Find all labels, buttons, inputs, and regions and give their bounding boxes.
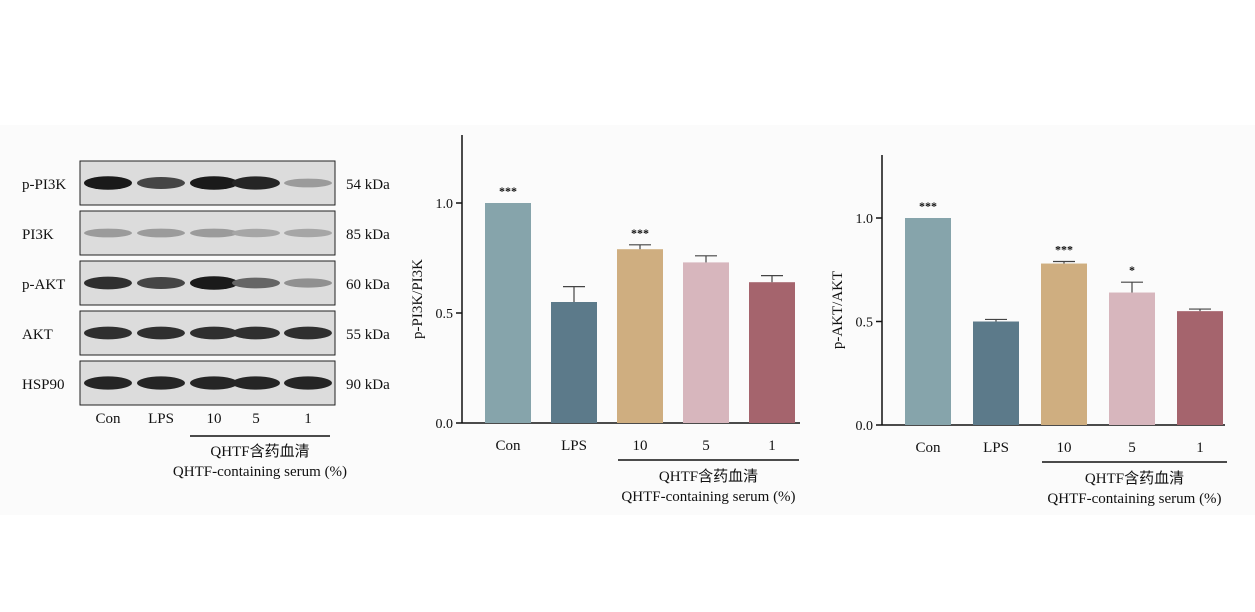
y-tick-label: 1.0 (436, 197, 454, 212)
chart-1: 0.0 0.5 1.0 p-PI3K/PI3K *** Con LPS *** 10 5 1 QHTF… (410, 135, 800, 505)
blot-band (232, 176, 280, 190)
blot-lane-label: 1 (304, 411, 312, 427)
blot-kda-label: 90 kDa (346, 377, 390, 393)
figure-panel: p-PI3K 54 kDa PI3K 85 kDa p-AKT 60 kDa AKT 55 k… (0, 125, 1255, 515)
y-tick-label: 0.0 (856, 419, 874, 434)
y-tick-label: 0.5 (436, 307, 454, 322)
blot-band (284, 326, 332, 340)
blot-kda-label: 54 kDa (346, 177, 390, 193)
bar (683, 262, 729, 423)
x-tick-label: Con (915, 440, 941, 456)
x-tick-label: Con (495, 438, 521, 454)
blot-band (232, 228, 280, 238)
blot-kda-label: 60 kDa (346, 277, 390, 293)
x-tick-label: LPS (561, 438, 587, 454)
blot-row-label: PI3K (22, 227, 54, 243)
bar (1109, 292, 1155, 425)
chart-2: 0.0 0.5 1.0 p-AKT/AKT *** Con LPS *** 10 * 5 1 QHTF含… (830, 155, 1227, 507)
blot-band (137, 228, 185, 238)
blot-group-label-en: QHTF-containing serum (%) (173, 464, 347, 480)
bar (617, 249, 663, 423)
blot-band (84, 228, 132, 238)
bar (1177, 311, 1223, 425)
blot-group-label-cn: QHTF含药血清 (210, 443, 309, 460)
group-label-en: QHTF-containing serum (%) (1047, 491, 1221, 507)
x-tick-label: 5 (702, 438, 710, 454)
blot-band (284, 376, 332, 390)
blot-band (137, 376, 185, 390)
blot-band (84, 376, 132, 390)
x-tick-label: 1 (1196, 440, 1204, 456)
blot-band (84, 176, 132, 190)
blot-band (190, 376, 238, 390)
figure-svg: p-PI3K 54 kDa PI3K 85 kDa p-AKT 60 kDa AKT 55 k… (22, 135, 1227, 507)
blot-band (190, 326, 238, 340)
blot-band (232, 376, 280, 390)
significance-label: *** (499, 184, 517, 198)
blot-row-label: p-PI3K (22, 177, 66, 193)
blot-band (137, 177, 185, 189)
bar (749, 282, 795, 423)
group-label-cn: QHTF含药血清 (1085, 470, 1184, 487)
bar (973, 321, 1019, 425)
blot-band (284, 228, 332, 238)
blot-band (232, 277, 280, 289)
bar (485, 203, 531, 423)
bar (551, 302, 597, 423)
significance-label: *** (631, 226, 649, 240)
blot-row-label: AKT (22, 327, 53, 343)
blot-lane-label: 5 (252, 411, 260, 427)
blot-lane-label: 10 (207, 411, 222, 427)
group-label-cn: QHTF含药血清 (659, 468, 758, 485)
x-tick-label: LPS (983, 440, 1009, 456)
blot-kda-label: 55 kDa (346, 327, 390, 343)
y-tick-label: 0.5 (856, 316, 874, 331)
y-axis-label: p-AKT/AKT (830, 271, 846, 349)
blot-row-label: HSP90 (22, 377, 65, 393)
blot-kda-label: 85 kDa (346, 227, 390, 243)
blot-band (232, 326, 280, 340)
blot-band (190, 228, 238, 238)
blot-band (137, 326, 185, 340)
significance-label: *** (1055, 242, 1073, 256)
y-tick-label: 0.0 (436, 417, 454, 432)
significance-label: *** (919, 199, 937, 213)
y-tick-label: 1.0 (856, 212, 874, 227)
blot-band (84, 276, 132, 290)
blot-band (137, 277, 185, 289)
y-axis-label: p-PI3K/PI3K (410, 259, 426, 339)
blot-band (84, 326, 132, 340)
blot-lane-label: LPS (148, 411, 174, 427)
blot-band (284, 278, 332, 288)
blot-band (190, 176, 238, 190)
significance-label: * (1129, 263, 1135, 277)
blot-lane-label: Con (95, 411, 121, 427)
blot-row-label: p-AKT (22, 277, 65, 293)
blot-band (190, 276, 238, 290)
bar (1041, 263, 1087, 425)
x-tick-label: 10 (633, 438, 648, 454)
group-label-en: QHTF-containing serum (%) (621, 489, 795, 505)
x-tick-label: 1 (768, 438, 776, 454)
bar (905, 218, 951, 425)
x-tick-label: 10 (1057, 440, 1072, 456)
x-tick-label: 5 (1128, 440, 1136, 456)
blot-band (284, 178, 332, 188)
